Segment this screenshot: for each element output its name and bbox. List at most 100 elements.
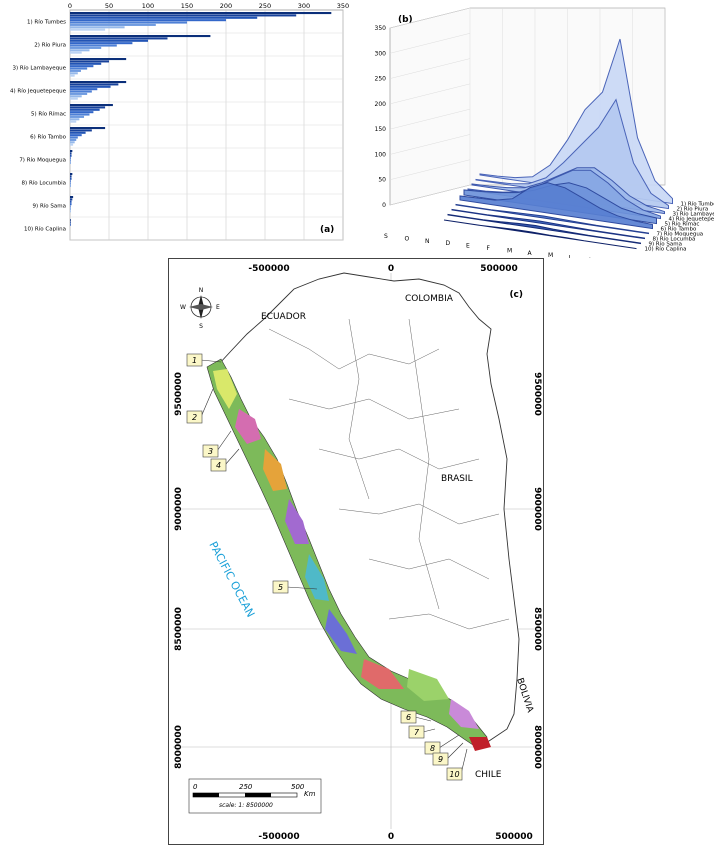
panel-label-b: (b) [398,15,413,25]
bar-a [70,127,106,130]
region-borders [268,318,510,630]
bar-a [70,69,81,72]
bar-a [70,175,72,178]
x-tick-b: S [384,233,388,240]
bar-a [70,16,258,19]
bar-a [70,134,82,137]
basin-marker-label: 3 [208,447,213,456]
x-tick-b: F [487,245,491,252]
y-tick-b: 300 [375,50,387,57]
x-tick-a: 350 [337,2,349,10]
bar-a [70,161,71,164]
marker-leader [446,742,464,760]
x-tick-bottom: 500000 [495,832,533,842]
legend-label-b: 2) Río Piura [677,206,709,213]
bar-a [70,184,71,187]
scale-unit: Km [304,790,316,798]
bar-a [70,104,113,107]
legend-label-b: 9) Río Sama [649,241,682,248]
bar-a [70,58,127,61]
bar-a [70,207,71,210]
grid-line-b [389,83,471,105]
category-label-a: 5) Río Rímac [31,111,66,118]
basin-marker-box [408,725,425,739]
compass-e: E [216,304,220,311]
basin-patch [213,369,237,409]
bar-a [70,152,72,155]
y-tick-right: 8000000 [532,725,542,769]
area-series-b [459,182,653,230]
marker-leader [224,448,240,466]
ocean-label: PACIFIC OCEAN [206,539,257,619]
bar-a [70,129,92,132]
grid-line-b [389,159,471,180]
country-label: BRASIL [441,474,473,484]
y-tick-b: 350 [375,25,387,32]
area-series-b [451,208,645,240]
category-label-a: 8) Río Locumbia [22,180,66,187]
grid-line-b [389,108,471,130]
legend-label-b: 7) Río Moquegua [657,231,704,238]
compass-s: S [199,323,203,330]
bar-a [70,143,74,146]
bar-a [70,141,75,144]
legend-label-b: 4) Río Jequetepeque [669,216,714,223]
x-tick-b: A [528,250,533,257]
x-tick-a: 200 [220,2,232,10]
x-tick-b: J [568,255,571,258]
bar-a [70,12,332,15]
basin-patch [263,449,287,491]
legend-label-b: 5) Río Rímac [665,221,700,228]
bar-a [70,74,75,77]
bar-a [70,67,88,70]
grid-line-b [389,184,471,206]
bar-a [70,131,86,134]
basin-marker-box [186,353,203,367]
legend-label-b: 1) Río Tumbes [681,201,714,208]
bar-a [70,23,156,26]
basin-marker-box [210,458,227,472]
x-tick-bottom: 0 [388,832,394,842]
bar-a [70,115,85,118]
x-tick-a: 50 [105,2,113,10]
basin-marker-label: 9 [438,755,443,764]
y-tick-b: 50 [378,177,386,184]
category-label-a: 1) Río Tumbes [27,19,66,26]
basin-marker-box [432,752,449,766]
bar-a [70,159,71,162]
country-label: BOLIVIA [514,677,535,715]
y-tick-left: 8500000 [174,607,184,651]
basin-patch [449,699,479,729]
x-tick-top: 0 [388,264,394,274]
marker-leader [200,388,214,418]
bar-a [70,39,148,42]
basin-patch [469,737,491,751]
bar-a [70,46,102,49]
x-tick-a: 150 [181,2,193,10]
map-svg: -500000 0 500000 -500000 0 500000 950000… [173,264,542,842]
compass-icon: N S E W [180,287,220,330]
bar-a [70,37,168,40]
basin-patch [305,554,329,601]
bar-a [70,21,187,24]
bar-a [70,157,71,160]
bar-a [70,65,94,68]
category-label-a: 4) Río Jequetepeque [10,88,67,95]
bar-a [70,106,106,109]
basin-marker-label: 7 [414,728,420,737]
bar-a [70,219,71,222]
scale-bar: 0 250 500 Km scale: 1: 8500000 [188,778,322,814]
x-tick-a: 250 [259,2,271,10]
bar-a [70,138,77,141]
bar-a [70,83,119,86]
x-tick-b: E [466,243,470,250]
bar-a [70,42,133,45]
bar-a [70,72,78,75]
bar-a [70,14,297,17]
scale-text: scale: 1: 8500000 [219,802,273,809]
bar-a [70,196,74,199]
compass-w: W [180,304,186,311]
y-tick-left: 8000000 [174,725,184,769]
panel-label-a: (a) [320,225,334,235]
